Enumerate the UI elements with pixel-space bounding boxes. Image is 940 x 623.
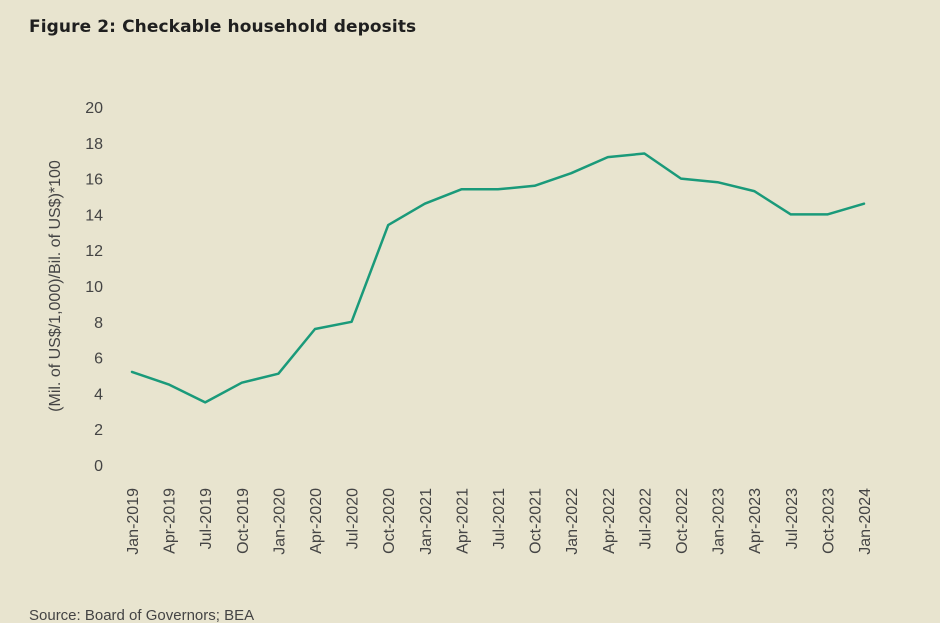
y-tick-label: 4 [94,386,103,403]
x-tick-label: Jan-2021 [418,488,435,555]
x-tick-label: Oct-2023 [820,488,837,554]
y-tick-label: 12 [85,243,103,260]
x-tick-label: Jul-2019 [198,488,215,549]
y-tick-label: 10 [85,279,103,296]
y-tick-label: 16 [85,172,103,189]
x-tick-label: Jan-2020 [271,488,288,555]
x-tick-label: Oct-2020 [381,488,398,554]
y-tick-label: 0 [94,458,103,475]
x-tick-label: Jul-2021 [491,488,508,549]
y-tick-label: 2 [94,422,103,439]
series-line [130,152,866,404]
x-tick-label: Jul-2023 [784,488,801,549]
x-tick-label: Apr-2023 [747,488,764,554]
y-axis-tick-labels: 0 2 4 6 8 10 12 14 16 18 20 [85,100,103,475]
y-axis-label: (Mil. of US$/1,000)/Bil. of US$)*100 [47,160,64,412]
source-note: Source: Board of Governors; BEA [29,607,255,623]
x-tick-label: Jan-2022 [564,488,581,555]
x-tick-label: Apr-2022 [601,488,618,554]
x-tick-label: Jul-2020 [345,488,362,549]
x-tick-label: Oct-2022 [674,488,691,554]
x-tick-label: Apr-2020 [308,488,325,554]
x-tick-label: Oct-2019 [235,488,252,554]
x-tick-label: Jan-2023 [711,488,728,555]
y-tick-label: 20 [85,100,103,117]
y-tick-label: 18 [85,136,103,153]
y-tick-label: 8 [94,315,103,332]
x-tick-label: Jan-2024 [857,488,874,555]
y-tick-label: 14 [85,207,103,224]
series-layer [130,152,866,404]
x-axis-tick-labels: Jan-2019 Apr-2019 Jul-2019 Oct-2019 Jan-2020… [125,488,874,555]
chart-title: Figure 2: Checkable household deposits [29,17,417,37]
y-tick-label: 6 [94,351,103,368]
x-tick-label: Oct-2021 [528,488,545,554]
x-tick-label: Jan-2019 [125,488,142,555]
x-tick-label: Apr-2021 [454,488,471,554]
x-tick-label: Apr-2019 [162,488,179,554]
x-tick-label: Jul-2022 [637,488,654,549]
